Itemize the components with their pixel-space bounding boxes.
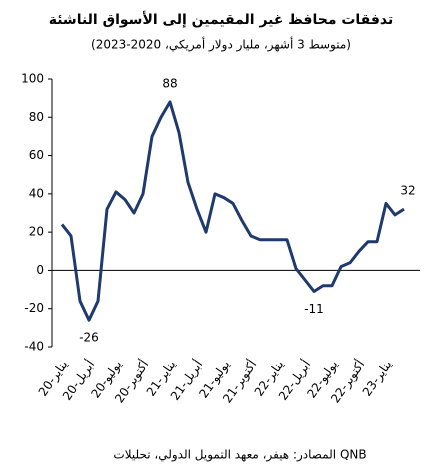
- y-tick-label: 40: [29, 186, 44, 200]
- data-label: 32: [400, 184, 415, 198]
- y-tick-label: -40: [24, 340, 44, 354]
- y-tick-label: 60: [29, 148, 44, 162]
- chart-subtitle: (متوسط 3 أشهر، مليار دولار أمريكي، 2020-…: [91, 37, 351, 53]
- data-line: [60, 100, 405, 322]
- x-tick-label: يناير-23: [360, 358, 395, 400]
- y-tick-label: 100: [21, 72, 44, 86]
- y-tick-label: 80: [29, 110, 44, 124]
- y-tick-label: 0: [36, 263, 44, 277]
- chart-title: تدفقات محافظ غير المقيمين إلى الأسواق ال…: [49, 11, 394, 28]
- data-label: -26: [79, 331, 99, 345]
- y-tick-label: 20: [29, 225, 44, 239]
- data-label: -11: [304, 302, 324, 316]
- data-label: 88: [162, 76, 177, 90]
- source-note: المصادر: هيفر، معهد التمويل الدولي، تحلي…: [113, 448, 366, 463]
- y-tick-label: -20: [24, 301, 44, 315]
